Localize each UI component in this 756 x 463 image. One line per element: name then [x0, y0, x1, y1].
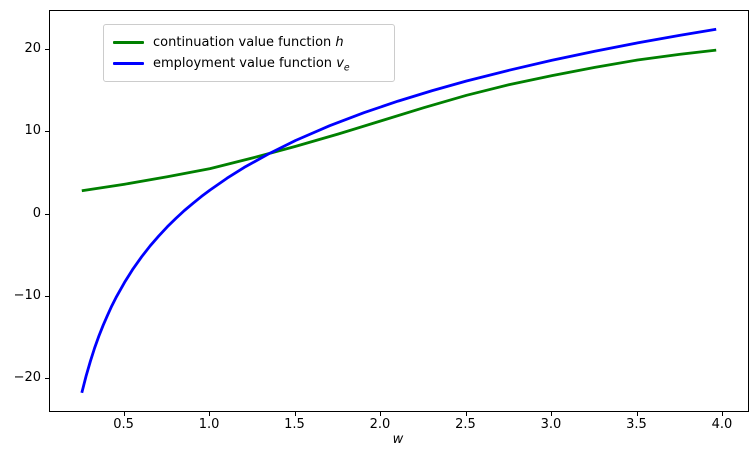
y-tick-label: 20: [24, 41, 41, 57]
x-tick-label: 3.5: [626, 417, 647, 432]
x-tick-label: 1.0: [198, 417, 220, 432]
legend-math-employment: ve: [336, 56, 350, 74]
legend-label-continuation: continuation value function h: [153, 35, 344, 50]
x-tick-mark: [294, 412, 296, 416]
legend-row-continuation: continuation value function h: [113, 32, 394, 53]
x-tick-mark: [551, 412, 552, 416]
y-tick-label: 0: [32, 205, 41, 221]
curve-employment-value: [80, 27, 717, 394]
x-tick-mark: [380, 412, 381, 416]
x-tick-label: 2.0: [369, 417, 391, 432]
legend-text-continuation: continuation value function: [153, 35, 336, 50]
legend-line-employment: [113, 62, 144, 65]
legend-row-employment: employment value function ve: [113, 53, 394, 74]
y-tick-label: 10: [24, 123, 41, 139]
legend: continuation value function h employment…: [103, 24, 395, 82]
y-tick-mark: [45, 378, 49, 380]
x-axis-label: w: [376, 432, 420, 447]
curve-continuation-value: [81, 48, 717, 193]
plot-svg: [80, 27, 717, 394]
x-tick-label: 4.0: [711, 417, 733, 432]
y-tick-mark: [45, 295, 49, 297]
plot-area: continuation value function h employment…: [49, 10, 749, 412]
x-tick-mark: [465, 412, 467, 416]
y-tick-mark: [45, 213, 49, 215]
x-tick-mark: [209, 412, 211, 416]
legend-line-continuation: [113, 41, 144, 44]
legend-label-employment: employment value function ve: [153, 56, 350, 74]
x-tick-label: 0.5: [113, 417, 134, 432]
y-tick-mark: [45, 131, 49, 133]
legend-text-employment: employment value function: [153, 56, 337, 71]
y-tick-label: −20: [13, 370, 41, 386]
x-tick-mark: [636, 412, 638, 416]
y-tick-mark: [45, 49, 49, 51]
x-tick-label: 2.5: [455, 417, 476, 432]
y-tick-label: −10: [13, 287, 41, 303]
legend-math-continuation: h: [335, 35, 344, 50]
x-tick-mark: [722, 412, 723, 416]
x-axis-label-text: w: [392, 432, 404, 447]
x-tick-label: 1.5: [284, 417, 305, 432]
x-tick-mark: [123, 412, 125, 416]
x-tick-label: 3.0: [540, 417, 562, 432]
